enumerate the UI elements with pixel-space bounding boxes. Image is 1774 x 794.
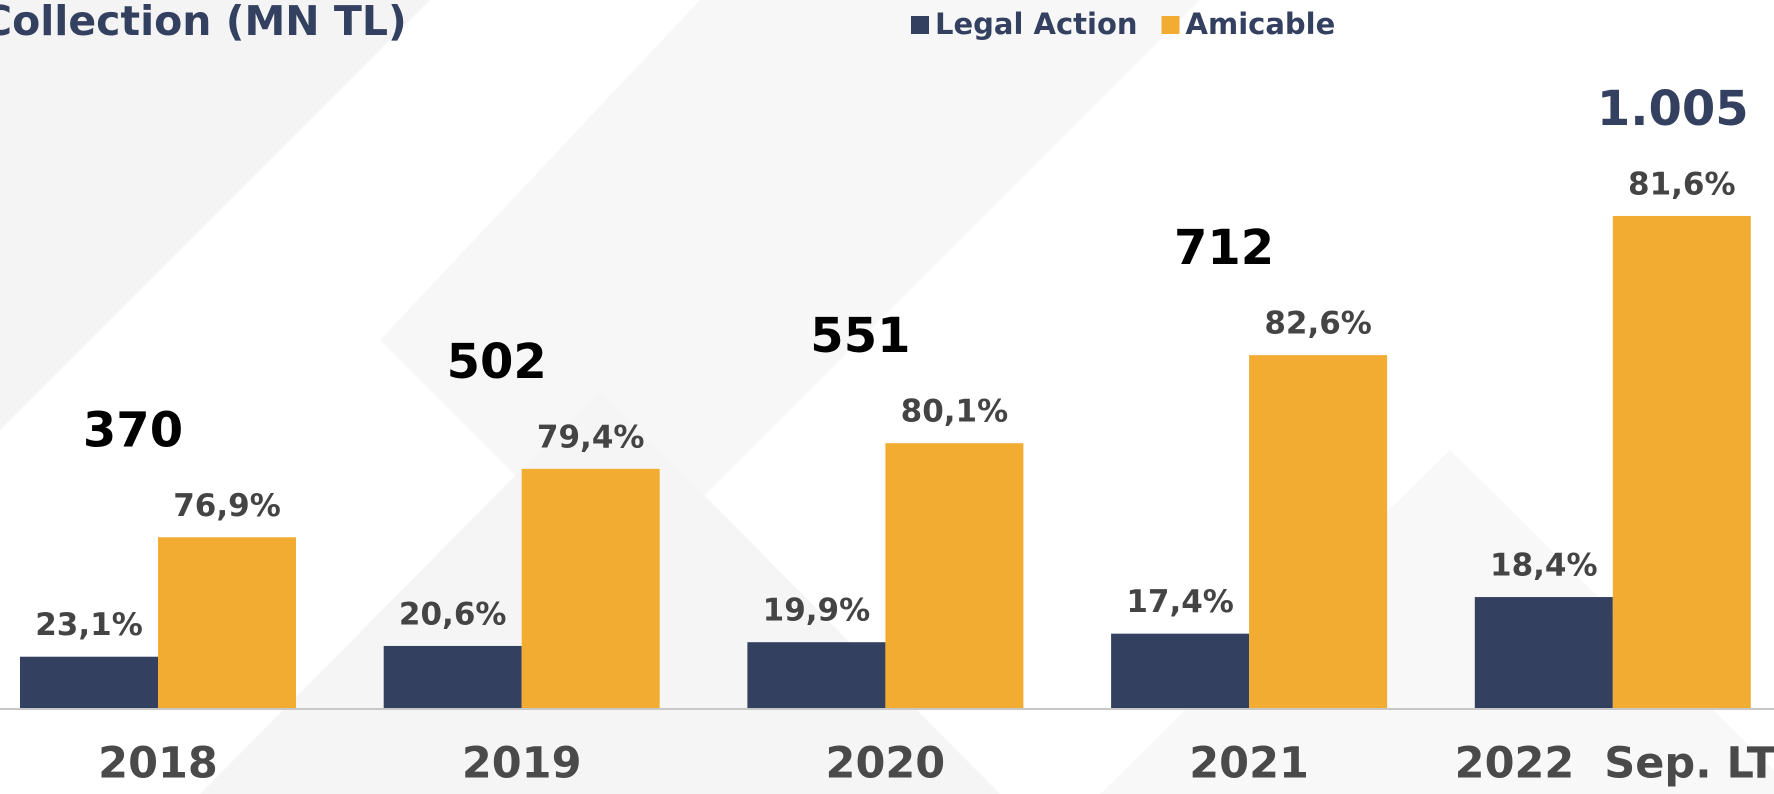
value-label: 19,9%	[763, 593, 871, 629]
value-label: 20,6%	[399, 596, 507, 632]
value-label: 23,1%	[35, 607, 143, 643]
legend-label: Legal Action	[935, 7, 1138, 41]
bar	[158, 537, 296, 708]
value-label: 82,6%	[1264, 306, 1372, 342]
value-label: 76,9%	[173, 488, 281, 524]
chart-title: Collection (MN TL)	[0, 0, 407, 45]
total-label: 502	[447, 334, 547, 390]
total-label: 370	[83, 402, 183, 458]
bar	[885, 443, 1024, 708]
value-label: 80,1%	[901, 394, 1009, 430]
total-label: 1.005	[1597, 81, 1749, 137]
bar	[1111, 633, 1250, 708]
bar	[1612, 215, 1751, 708]
x-tick-label: 2019	[462, 739, 582, 789]
bar	[20, 656, 158, 708]
total-label: 712	[1174, 220, 1274, 276]
value-label: 17,4%	[1126, 584, 1234, 620]
value-label: 79,4%	[537, 419, 645, 455]
total-label: 551	[810, 308, 910, 364]
legend-swatch	[1161, 16, 1180, 34]
bar	[1474, 597, 1613, 708]
x-tick-label: 2021	[1189, 739, 1309, 789]
bar	[747, 642, 886, 708]
bar	[1249, 355, 1388, 708]
bar	[521, 468, 660, 708]
bar	[383, 645, 522, 708]
legend-swatch	[911, 16, 929, 34]
legend-label: Amicable	[1186, 7, 1336, 41]
value-label: 18,4%	[1490, 548, 1598, 584]
x-tick-label: 2020	[826, 739, 946, 789]
x-tick-label: 2018	[98, 739, 218, 789]
x-tick-label: 2022 Sep. LTM	[1455, 739, 1774, 789]
value-label: 81,6%	[1628, 166, 1736, 202]
